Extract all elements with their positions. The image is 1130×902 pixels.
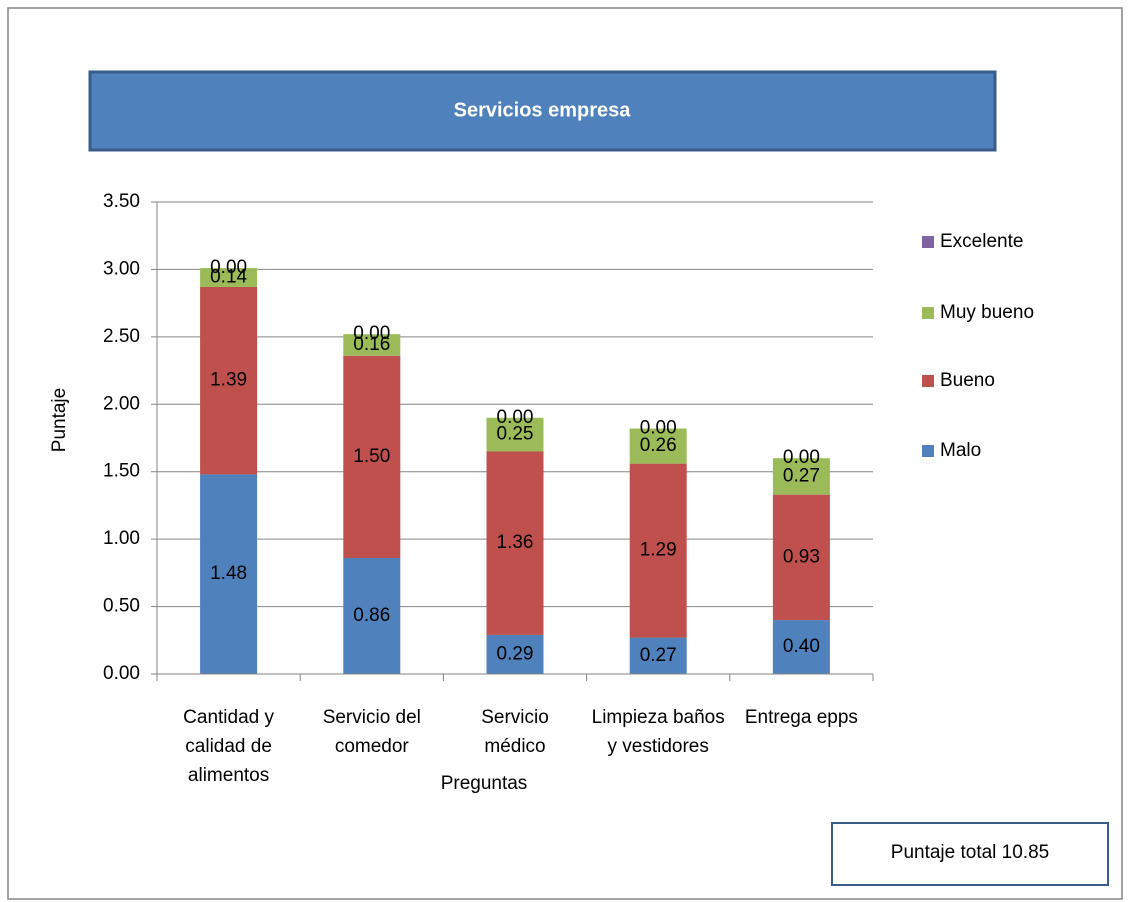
x-tick-label: Limpieza baños y vestidores xyxy=(591,707,725,757)
x-tick-label: Servicio del comedor xyxy=(322,707,421,757)
data-label: 1.36 xyxy=(497,532,534,553)
bar-segment xyxy=(343,558,401,674)
legend-label: Malo xyxy=(940,440,981,461)
data-label: 0.00 xyxy=(210,257,247,278)
y-tick-label: 2.00 xyxy=(103,393,140,414)
y-tick-label: 2.50 xyxy=(103,326,140,347)
legend-label: Excelente xyxy=(940,231,1023,252)
data-label: 0.27 xyxy=(640,645,677,666)
legend-label: Muy bueno xyxy=(940,302,1034,323)
data-label: 0.14 xyxy=(210,267,247,288)
bar-segment xyxy=(486,417,544,452)
x-axis-label: Preguntas xyxy=(441,773,528,794)
data-label: 0.00 xyxy=(783,447,820,468)
data-label: 0.25 xyxy=(497,424,534,445)
bar-segment xyxy=(629,463,687,638)
bar-segment xyxy=(486,451,544,635)
data-label: 0.00 xyxy=(640,418,677,439)
y-tick-label: 0.50 xyxy=(103,596,140,617)
title-box xyxy=(88,70,997,152)
data-label: 0.26 xyxy=(640,435,677,456)
y-tick-label: 1.50 xyxy=(103,461,140,482)
data-label: 0.16 xyxy=(353,334,390,355)
data-label: 0.40 xyxy=(783,636,820,657)
chart-title: Servicios empresa xyxy=(454,99,632,121)
legend-swatch xyxy=(922,307,934,319)
data-label: 0.93 xyxy=(783,546,820,567)
bar-segment xyxy=(629,428,687,464)
data-label: 0.27 xyxy=(783,465,820,486)
data-label: 0.00 xyxy=(497,407,534,428)
bar-segment xyxy=(343,334,401,356)
data-label: 0.86 xyxy=(353,605,390,626)
annotation-box xyxy=(831,822,1109,886)
bar-segment xyxy=(772,620,830,674)
x-tick-label: Entrega epps xyxy=(744,707,858,728)
y-tick-label: 3.50 xyxy=(103,191,140,212)
data-label: 1.50 xyxy=(353,446,390,467)
bar-segment xyxy=(200,286,258,475)
y-tick-label: 0.00 xyxy=(103,663,140,684)
bar-segment xyxy=(772,494,830,621)
bar-segment xyxy=(200,474,258,674)
legend-swatch xyxy=(922,236,934,248)
annotation: Puntaje total 10.85 xyxy=(891,842,1049,863)
bar-segment xyxy=(772,458,830,495)
legend-swatch xyxy=(922,445,934,457)
y-tick-label: 1.00 xyxy=(103,528,140,549)
bar-segment xyxy=(200,268,258,287)
data-label: 1.29 xyxy=(640,540,677,561)
legend-swatch xyxy=(922,375,934,387)
data-label: 1.39 xyxy=(210,370,247,391)
bar-segment xyxy=(486,634,544,674)
y-axis-label: Puntaje xyxy=(49,388,70,452)
chart-frame xyxy=(7,7,1123,900)
x-tick-label: Servicio médico xyxy=(481,707,549,757)
y-tick-label: 3.00 xyxy=(103,258,140,279)
data-label: 0.00 xyxy=(353,323,390,344)
x-tick-label: Cantidad y calidad de alimentos xyxy=(183,707,275,786)
data-label: 0.29 xyxy=(497,643,534,664)
bar-segment xyxy=(343,355,401,559)
bar-segment xyxy=(629,637,687,674)
data-label: 1.48 xyxy=(210,563,247,584)
legend-label: Bueno xyxy=(940,370,995,391)
